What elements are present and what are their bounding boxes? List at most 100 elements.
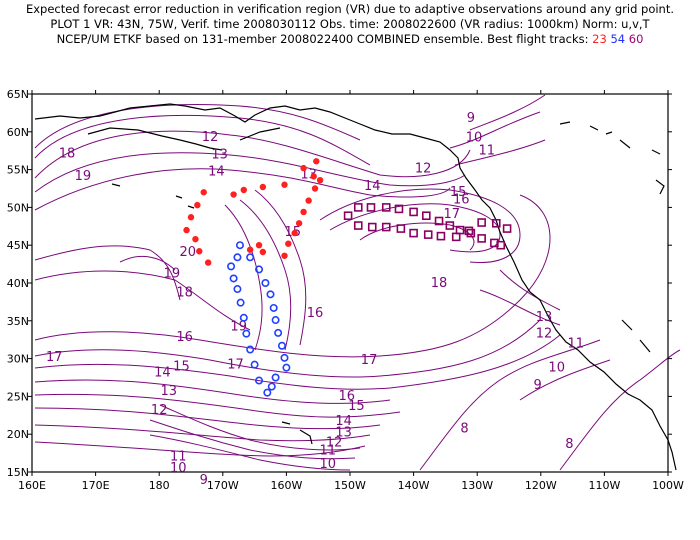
contour-label: 14 bbox=[208, 165, 225, 180]
contour-label: 18 bbox=[176, 286, 193, 301]
lat-label-20N: 20N bbox=[7, 428, 29, 441]
purple-track-point bbox=[434, 216, 444, 226]
lon-label-160E: 160E bbox=[18, 479, 46, 492]
lat-label-35N: 35N bbox=[7, 315, 29, 328]
red-track-point bbox=[194, 201, 201, 209]
purple-track-point bbox=[477, 218, 486, 227]
purple-track-point bbox=[464, 226, 474, 236]
blue-track-point bbox=[233, 253, 242, 262]
red-track-point bbox=[295, 220, 303, 227]
red-track-point bbox=[240, 186, 247, 194]
purple-track-point bbox=[343, 211, 353, 221]
blue-track-point bbox=[269, 303, 278, 312]
contour-label: 9 bbox=[200, 473, 208, 488]
contour-label: 18 bbox=[431, 276, 448, 291]
purple-track-point bbox=[491, 218, 501, 228]
lon-label-160W: 160W bbox=[270, 479, 302, 492]
blue-track-point bbox=[233, 285, 242, 294]
contour-label: 9 bbox=[533, 378, 541, 393]
title-line-3: NCEP/UM ETKF based on 131-member 2008022… bbox=[0, 33, 700, 46]
contour-label: 14 bbox=[154, 366, 171, 381]
contour-label: 16 bbox=[307, 306, 324, 321]
blue-track-point bbox=[239, 313, 248, 322]
blue-track-point bbox=[266, 290, 275, 299]
red-track-point bbox=[230, 191, 237, 198]
contour-label: 10 bbox=[548, 360, 565, 375]
lat-label-45N: 45N bbox=[7, 239, 29, 252]
blue-track-point bbox=[255, 265, 264, 274]
contour-label: 12 bbox=[326, 435, 343, 450]
contour-label: 16 bbox=[339, 389, 356, 404]
red-track-point bbox=[285, 240, 292, 247]
contour-label: 11 bbox=[170, 450, 187, 465]
contour-label: 19 bbox=[164, 267, 181, 282]
contour-label: 13 bbox=[335, 425, 352, 440]
lon-label-170E: 170E bbox=[82, 479, 110, 492]
purple-track-point bbox=[366, 203, 376, 212]
contour-label: 14 bbox=[335, 414, 352, 429]
lat-label-30N: 30N bbox=[7, 353, 29, 366]
contour-label: 10 bbox=[170, 461, 187, 476]
lon-label-140W: 140W bbox=[398, 479, 430, 492]
contour-label: 17 bbox=[227, 357, 244, 372]
contour-label: 16 bbox=[176, 330, 193, 345]
lat-label-15N: 15N bbox=[7, 466, 29, 479]
blue-track-point bbox=[236, 298, 245, 307]
contour-label: 10 bbox=[466, 131, 483, 146]
contour-label: 10 bbox=[319, 457, 336, 472]
blue-track-point bbox=[227, 262, 236, 271]
title-line-1: Expected forecast error reduction in ver… bbox=[25, 2, 675, 16]
contour-label: 17 bbox=[443, 207, 460, 222]
blue-track-point bbox=[274, 328, 283, 337]
lon-label-180: 180 bbox=[149, 479, 170, 492]
contour-label: 20 bbox=[180, 245, 197, 260]
red-track-point bbox=[246, 246, 254, 253]
contour-label: 12 bbox=[415, 162, 432, 177]
red-track-point bbox=[183, 226, 190, 234]
contour-label: 9 bbox=[467, 111, 475, 126]
lon-label-170W: 170W bbox=[207, 479, 239, 492]
red-track-point bbox=[204, 259, 212, 266]
lat-label-55N: 55N bbox=[7, 164, 29, 177]
contour-label: 13 bbox=[536, 310, 553, 325]
red-track-point bbox=[300, 208, 307, 216]
blue-track-point bbox=[263, 388, 272, 397]
red-track-point bbox=[255, 242, 263, 249]
red-track-point bbox=[300, 164, 307, 172]
red-track-point bbox=[311, 185, 319, 192]
red-track-point bbox=[310, 173, 317, 180]
purple-track-point bbox=[466, 228, 476, 238]
blue-track-point bbox=[235, 241, 244, 250]
purple-track-point bbox=[381, 222, 391, 232]
purple-track-point bbox=[423, 230, 433, 239]
blue-track-point bbox=[280, 353, 289, 362]
red-track-point bbox=[192, 235, 199, 243]
purple-track-point bbox=[367, 222, 377, 232]
red-track-point bbox=[313, 158, 320, 165]
blue-track-point bbox=[229, 274, 238, 283]
blue-track-point bbox=[261, 278, 270, 287]
purple-track-point bbox=[496, 240, 506, 250]
flight-tracks bbox=[183, 158, 512, 397]
blue-track-point bbox=[271, 316, 280, 325]
blue-track-point bbox=[282, 363, 291, 372]
contour-label: 19 bbox=[230, 320, 247, 335]
track-count-blue: 54 bbox=[610, 32, 626, 46]
contour-label: 12 bbox=[536, 326, 553, 341]
lon-label-120W: 120W bbox=[525, 479, 557, 492]
red-track-point bbox=[305, 197, 312, 204]
contour-label: 13 bbox=[160, 384, 177, 399]
purple-track-point bbox=[353, 203, 363, 212]
purple-track-point bbox=[409, 228, 418, 238]
contour-label: 8 bbox=[565, 437, 573, 452]
red-track-point bbox=[281, 181, 288, 188]
purple-track-point bbox=[502, 224, 512, 233]
lon-label-130W: 130W bbox=[461, 479, 493, 492]
purple-track-point bbox=[477, 234, 486, 243]
contour-label: 11 bbox=[478, 143, 495, 158]
blue-track-point bbox=[255, 376, 264, 385]
purple-track-point bbox=[445, 221, 455, 230]
contour-label: 15 bbox=[450, 185, 467, 200]
